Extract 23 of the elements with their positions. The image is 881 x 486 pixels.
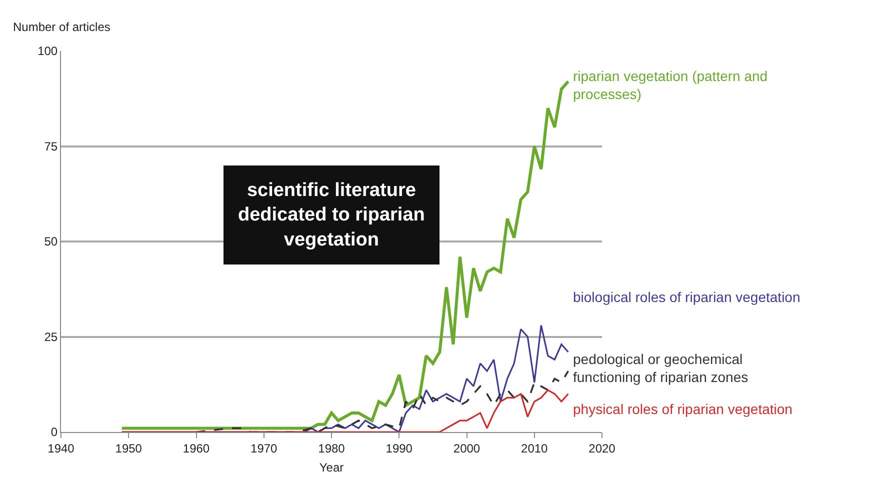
line-series — [121, 389, 569, 432]
x-tick-label: 2020 — [588, 441, 616, 456]
y-tick-label: 25 — [44, 330, 58, 344]
series-label: pedological or geochemical functioning of riparian zones — [573, 351, 748, 386]
x-tick-label: 1960 — [182, 441, 210, 456]
series-label: riparian vegetation (pattern and processes) — [573, 68, 768, 102]
x-axis-title: Year — [319, 460, 344, 474]
y-tick-label: 75 — [44, 139, 58, 154]
series-label: physical roles of riparian vegetation — [573, 401, 792, 417]
y-tick-label: 50 — [44, 234, 58, 249]
text: biological roles of riparian vegetation — [573, 289, 800, 305]
line-series — [120, 80, 570, 430]
x-tick-label: 1990 — [386, 441, 413, 456]
y-axis-title: Number of articles — [13, 20, 110, 34]
x-tick-label: 2010 — [521, 441, 548, 456]
x-tick-label: 1970 — [250, 441, 278, 456]
x-tick-label: 2000 — [453, 441, 480, 456]
x-tick-label: 1950 — [115, 441, 142, 456]
y-tick-label: 100 — [38, 44, 58, 58]
annotation: scientific literature dedicated to riparian vegetation — [238, 180, 425, 250]
y-tick-label: 0 — [50, 425, 58, 440]
x-tick-label: 1940 — [48, 441, 75, 456]
x-tick-label: 1980 — [318, 441, 346, 456]
